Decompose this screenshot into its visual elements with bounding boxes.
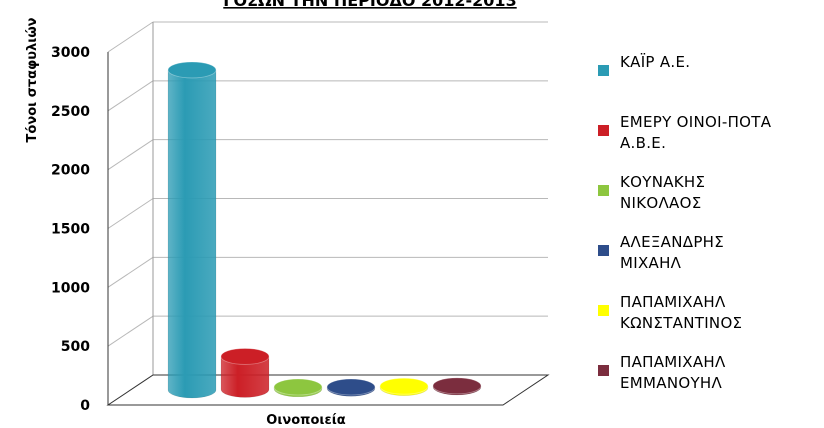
legend-item: ΚΟΥΝΑΚΗΣ ΝΙΚΟΛΑΟΣ (598, 172, 820, 232)
legend-label: ΕΜΕΡΥ ΟΙΝΟΙ-ΠΟΤΑ Α.Β.Ε. (620, 113, 772, 152)
bar-top (432, 377, 482, 395)
gridline-diagonal (107, 21, 154, 53)
y-tick-label: 1000 (51, 280, 90, 296)
gridline-diagonal (107, 256, 154, 288)
y-tick-label: 0 (80, 398, 90, 414)
legend-swatch (598, 305, 609, 316)
legend: ΚΑΪΡ Α.Ε. ΕΜΕΡΥ ΟΙΝΟΙ-ΠΟΤΑ Α.Β.Ε. ΚΟΥΝΑΚΗΣ… (598, 52, 820, 412)
y-tick-label: 500 (61, 339, 90, 355)
floor (106, 374, 550, 406)
legend-label: ΠΑΠΑΜΙΧΑΗΛ ΕΜΜΑΝΟΥΗΛ (620, 353, 726, 392)
y-tick-label: 2500 (51, 104, 90, 120)
bar (379, 377, 429, 396)
gridline-diagonal (107, 139, 154, 171)
bars (167, 61, 482, 399)
legend-swatch (598, 245, 609, 256)
legend-item: ΠΑΠΑΜΙΧΑΗΛ ΚΩΝΣΤΑΝΤΙΝΟΣ (598, 292, 820, 352)
axes: 0 500 1000 1500 2000 2500 3000 (51, 45, 550, 414)
y-tick-label: 3000 (51, 45, 90, 61)
legend-item: ΕΜΕΡΥ ΟΙΝΟΙ-ΠΟΤΑ Α.Β.Ε. (598, 112, 820, 172)
legend-swatch (598, 65, 609, 76)
legend-swatch (598, 365, 609, 376)
y-axis-title: Τόνοι σταφυλιών (25, 17, 40, 142)
y-tick-label: 1500 (51, 222, 90, 238)
bar (273, 378, 323, 398)
legend-label: ΠΑΠΑΜΙΧΑΗΛ ΚΩΝΣΤΑΝΤΙΝΟΣ (620, 293, 743, 332)
legend-label: ΚΑΪΡ Α.Ε. (620, 53, 691, 71)
bar-top (326, 378, 376, 396)
bar (220, 348, 270, 398)
gridline-diagonal (107, 198, 154, 229)
bar-top (379, 377, 429, 395)
bar-top (273, 378, 323, 396)
bar (432, 377, 482, 396)
bar-body (220, 356, 270, 398)
bar (326, 378, 376, 397)
legend-swatch (598, 185, 609, 196)
x-category-label: Οινοποιεία (266, 413, 345, 428)
grid (107, 21, 548, 406)
bar-top (220, 348, 270, 365)
legend-swatch (598, 125, 609, 136)
bar (167, 61, 217, 399)
gridline-diagonal (107, 80, 154, 112)
y-tick-label: 2000 (51, 163, 90, 179)
legend-label: ΚΟΥΝΑΚΗΣ ΝΙΚΟΛΑΟΣ (620, 173, 706, 212)
legend-label: ΑΛΕΞΑΝΔΡΗΣ ΜΙΧΑΗΛ (620, 233, 725, 272)
gridline-diagonal (107, 315, 154, 347)
chart-title: ΓΟΣΩΝ ΤΗΝ ΠΕΡΙΟΔΟ 2012-2013 (223, 0, 516, 10)
legend-item: ΑΛΕΞΑΝΔΡΗΣ ΜΙΧΑΗΛ (598, 232, 820, 292)
bar-top (167, 61, 217, 79)
legend-item: ΠΑΠΑΜΙΧΑΗΛ ΕΜΜΑΝΟΥΗΛ (598, 352, 820, 412)
legend-item: ΚΑΪΡ Α.Ε. (598, 52, 820, 112)
bar-body (167, 69, 217, 399)
